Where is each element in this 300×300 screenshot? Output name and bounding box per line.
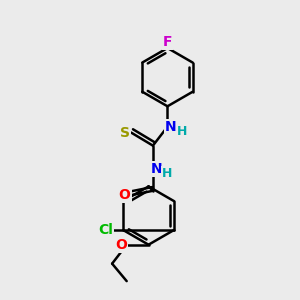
Text: H: H (177, 124, 187, 138)
Text: H: H (162, 167, 173, 180)
Text: Cl: Cl (98, 223, 113, 237)
Text: O: O (116, 238, 128, 252)
Text: F: F (163, 34, 172, 49)
Text: N: N (151, 162, 162, 176)
Text: O: O (119, 188, 130, 202)
Text: S: S (120, 125, 130, 140)
Text: N: N (165, 120, 177, 134)
